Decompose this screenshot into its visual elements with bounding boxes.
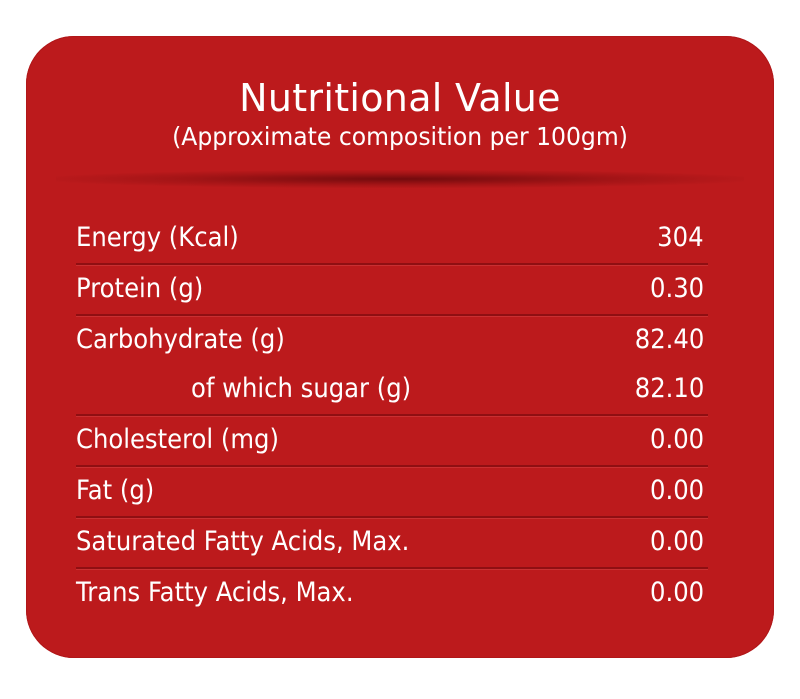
row-value: 0.00 [649, 577, 704, 608]
row-label: Protein (g) [76, 273, 204, 304]
row-label: of which sugar (g) [191, 373, 412, 404]
table-row-trans-fatty-acids: Trans Fatty Acids, Max. 0.00 [76, 569, 708, 618]
nutrition-panel: Nutritional Value (Approximate compositi… [26, 36, 774, 658]
table-row-cholesterol: Cholesterol (mg) 0.00 [76, 416, 708, 467]
table-row-saturated-fatty-acids: Saturated Fatty Acids, Max. 0.00 [76, 518, 708, 569]
table-row-energy: Energy (Kcal) 304 [76, 214, 708, 265]
page-subtitle: (Approximate composition per 100gm) [172, 122, 628, 151]
page-title: Nutritional Value [239, 76, 561, 120]
nutrition-table: Energy (Kcal) 304 Protein (g) 0.30 Carbo… [76, 214, 708, 618]
row-value: 0.00 [649, 475, 704, 506]
row-label: Cholesterol (mg) [76, 424, 279, 455]
row-value: 0.00 [649, 424, 704, 455]
header-divider [56, 170, 744, 188]
table-row-sugar: of which sugar (g) 82.10 [76, 365, 708, 416]
row-label: Saturated Fatty Acids, Max. [76, 526, 410, 557]
row-value: 0.00 [649, 526, 704, 557]
row-label: Carbohydrate (g) [76, 324, 285, 355]
row-label: Energy (Kcal) [76, 222, 239, 253]
table-row-protein: Protein (g) 0.30 [76, 265, 708, 316]
row-value: 304 [657, 222, 704, 253]
table-row-carbohydrate: Carbohydrate (g) 82.40 [76, 316, 708, 365]
table-row-fat: Fat (g) 0.00 [76, 467, 708, 518]
row-value: 82.10 [634, 373, 704, 404]
row-value: 0.30 [649, 273, 704, 304]
row-value: 82.40 [634, 324, 704, 355]
row-label: Trans Fatty Acids, Max. [76, 577, 354, 608]
row-label: Fat (g) [76, 475, 155, 506]
